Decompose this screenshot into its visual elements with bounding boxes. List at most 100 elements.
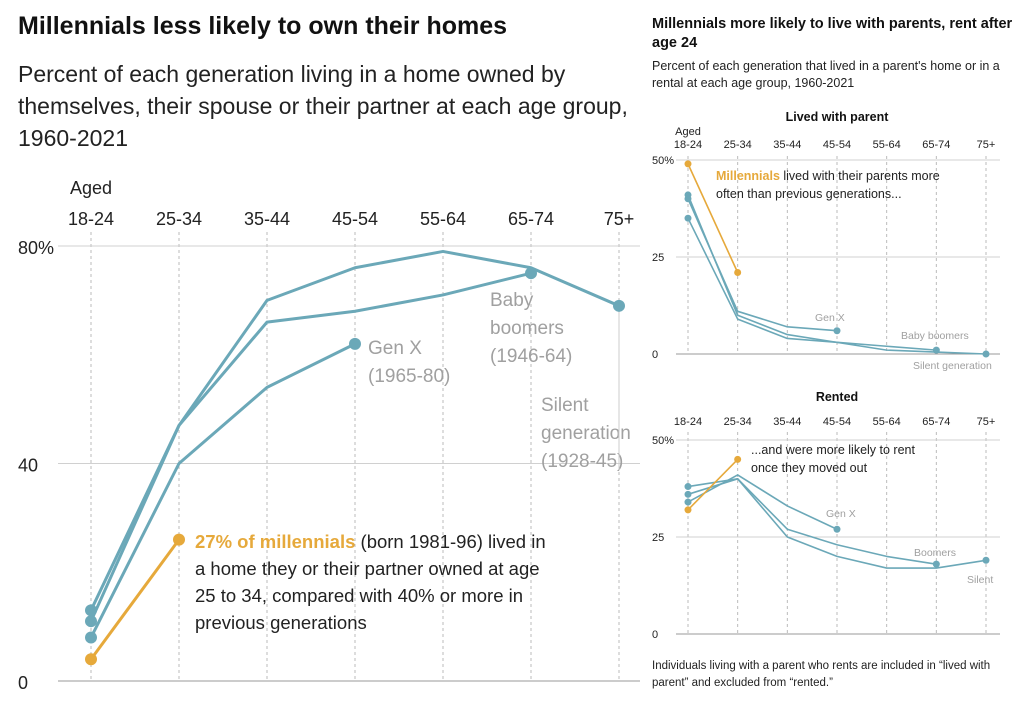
data-point-baby-boomers (932, 560, 940, 568)
data-point-silent-generation (982, 350, 990, 358)
annotation-text: 25 to 34, compared with 40% or more in (195, 585, 523, 606)
y-tick-label: 50% (652, 155, 674, 167)
x-tick-label: 55-64 (873, 416, 901, 428)
annotation-highlight: Millennials (716, 169, 780, 183)
data-point-gen-x (833, 327, 841, 335)
annotation-line: previous generations (195, 612, 367, 633)
series-label-silent-generation: generation (541, 423, 631, 444)
series-label-silent-generation: Silent generation (913, 360, 992, 372)
annotation-text: a home they or their partner owned at ag… (195, 558, 540, 579)
data-point-gen-x (684, 498, 692, 506)
panel-title: Rented (816, 390, 858, 404)
data-point-silent-generation (982, 556, 990, 564)
annotation-line: once they moved out (751, 461, 868, 475)
x-tick-label: 18-24 (674, 416, 702, 428)
data-point-millennials (684, 160, 692, 168)
y-tick-label: 0 (652, 629, 658, 641)
data-point-millennials (734, 455, 742, 463)
y-tick-label: 0 (18, 673, 28, 693)
x-tick-label: 25-34 (724, 139, 752, 151)
x-tick-label: 45-54 (332, 209, 378, 229)
annotation-line: 27% of millennials (born 1981-96) lived … (195, 531, 546, 552)
annotation-text: previous generations (195, 612, 367, 633)
data-point-silent-generation (684, 214, 692, 222)
annotation-text: (born 1981-96) lived in (355, 531, 545, 552)
y-tick-label: 40 (18, 456, 38, 476)
x-tick-label: 45-54 (823, 139, 851, 151)
series-label-gen-x: Gen X (815, 312, 845, 324)
annotation-highlight: 27% of millennials (195, 531, 355, 552)
data-point-baby-boomers (525, 267, 537, 280)
annotation-line: Millennials lived with their parents mor… (716, 169, 940, 183)
series-label-baby-boomers: boomers (490, 318, 564, 339)
data-point-gen-x (349, 337, 361, 350)
x-tick-label: 75+ (977, 139, 996, 151)
series-line-millennials (687, 163, 739, 273)
series-line-gen-x (89, 342, 356, 639)
data-point-millennials (173, 533, 185, 546)
x-tick-label: 75+ (604, 209, 635, 229)
data-point-baby-boomers (932, 346, 940, 354)
data-point-baby-boomers (684, 490, 692, 498)
data-point-millennials (734, 269, 742, 277)
data-point-gen-x (85, 631, 97, 644)
series-line-baby-boomers (687, 194, 937, 351)
x-tick-label: 35-44 (773, 139, 801, 151)
series-label-gen-x: (1965-80) (368, 366, 450, 387)
series-line-gen-x (687, 474, 838, 530)
y-tick-label: 80% (18, 238, 54, 258)
data-point-millennials (684, 506, 692, 514)
data-point-silent-generation (684, 483, 692, 491)
x-tick-label: 55-64 (873, 139, 901, 151)
y-tick-label: 25 (652, 252, 664, 264)
footnote: Individuals living with a parent who ren… (652, 660, 991, 689)
x-tick-label: 18-24 (674, 139, 702, 151)
main-chart-subtitle: Percent of each generation living in a h… (18, 61, 628, 151)
x-tick-label: 35-44 (244, 209, 290, 229)
data-point-silent-generation (613, 299, 625, 312)
annotation-text: lived with their parents more (780, 169, 940, 183)
lived-with-parent-chart: Lived with parent 18-24 25-34 35-44 45-54 55-… (652, 110, 1000, 372)
series-label-baby-boomers: Baby (490, 290, 534, 311)
data-point-gen-x (684, 195, 692, 203)
x-tick-label: 25-34 (156, 209, 202, 229)
rented-chart: Rented 18-24 25-34 35-44 45-54 55-64 65-74 75+ 0… (652, 390, 1000, 641)
x-tick-label: 35-44 (773, 416, 801, 428)
series-label-baby-boomers: (1946-64) (490, 346, 572, 367)
x-tick-label: 45-54 (823, 416, 851, 428)
series-label-baby-boomers: Baby boomers (901, 330, 969, 342)
series-line-millennials (687, 458, 739, 511)
series-label-silent-generation: Silent (541, 395, 589, 416)
series-label-silent-generation: Silent (967, 574, 993, 586)
x-tick-label: 75+ (977, 416, 996, 428)
series-label-gen-x: Gen X (368, 338, 422, 359)
y-tick-label: 50% (652, 435, 674, 447)
x-tick-label: 65-74 (508, 209, 554, 229)
x-tick-label: 65-74 (922, 416, 950, 428)
data-point-gen-x (833, 525, 841, 533)
annotation-line: 25 to 34, compared with 40% or more in (195, 585, 523, 606)
y-tick-label: 0 (652, 349, 658, 361)
data-point-baby-boomers (85, 615, 97, 628)
homeownership-chart: 18-24 25-34 35-44 45-54 55-64 65-74 75+ Aged 0 40… (18, 178, 640, 693)
series-line-baby-boomers (687, 477, 937, 565)
series-label-baby-boomers: Boomers (914, 547, 956, 559)
series-line-gen-x (687, 198, 838, 332)
x-prefix-label: Aged (70, 178, 112, 198)
annotation-line: ...and were more likely to rent (751, 443, 915, 457)
x-prefix-label: Aged (675, 126, 701, 138)
side-panel-title: Millennials more likely to live with par… (652, 16, 1013, 51)
x-tick-label: 55-64 (420, 209, 466, 229)
main-chart-title: Millennials less likely to own their hom… (18, 12, 508, 40)
annotation-line: a home they or their partner owned at ag… (195, 558, 540, 579)
panel-title: Lived with parent (786, 110, 890, 124)
annotation-line: often than previous generations... (716, 187, 902, 201)
series-label-silent-generation: (1928-45) (541, 451, 623, 472)
annotation-text: often than previous generations... (716, 187, 902, 201)
x-tick-label: 25-34 (724, 416, 752, 428)
side-panel-subtitle: Percent of each generation that lived in… (652, 59, 1000, 90)
y-tick-label: 25 (652, 532, 664, 544)
x-tick-label: 65-74 (922, 139, 950, 151)
series-line-millennials (89, 538, 181, 661)
